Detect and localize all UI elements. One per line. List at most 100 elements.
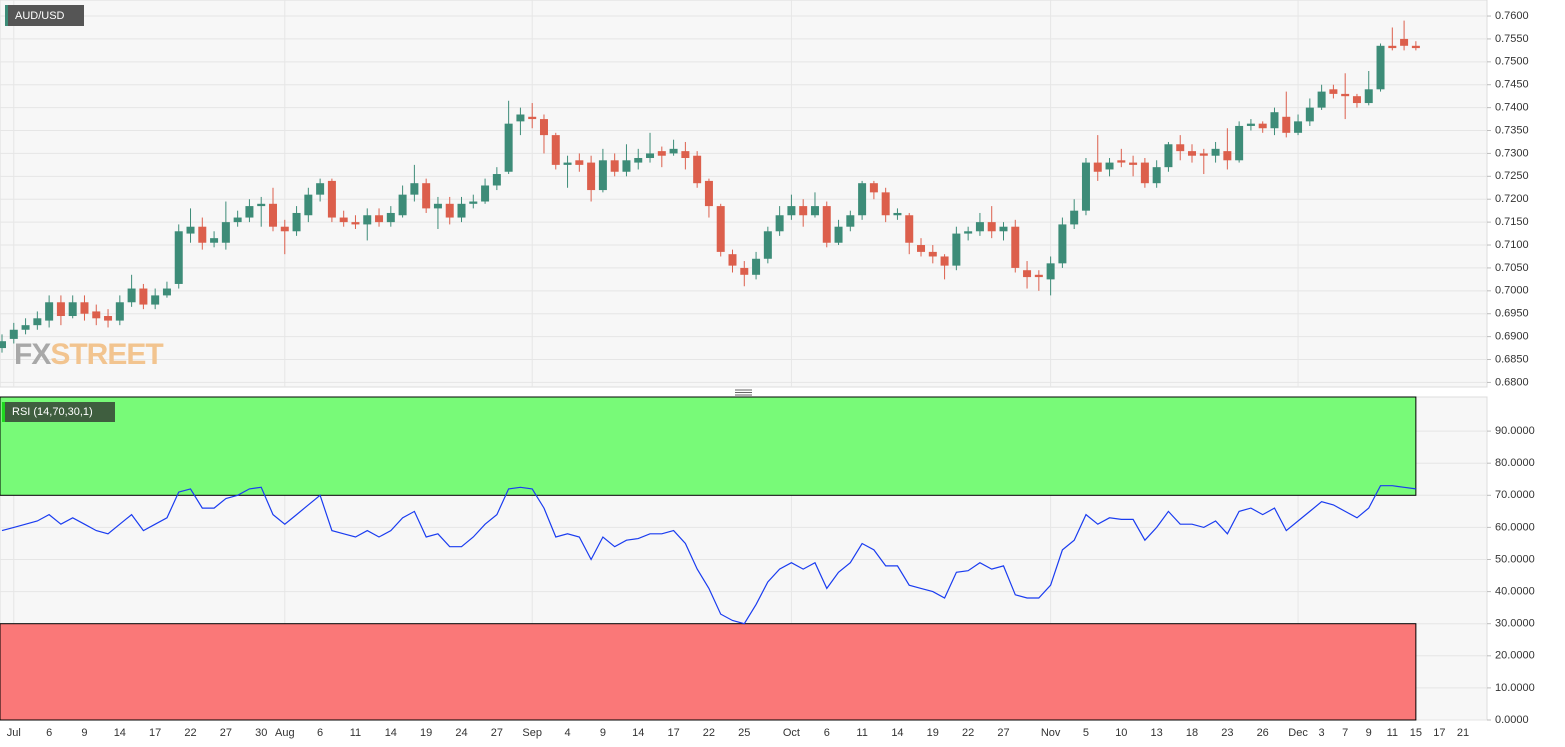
candle-body xyxy=(1199,153,1208,156)
candle-body xyxy=(964,231,973,234)
candle-body xyxy=(504,123,513,172)
candle-body xyxy=(728,254,737,266)
y-tick-label: 0.7450 xyxy=(1495,79,1529,91)
watermark: FXSTREET xyxy=(14,338,163,371)
candle-body xyxy=(1388,45,1397,49)
y-tick-label: 80.0000 xyxy=(1495,457,1535,469)
y-tick-label: 0.7600 xyxy=(1495,10,1529,22)
candle-body xyxy=(587,162,596,191)
candle-body xyxy=(139,288,148,305)
candle-body xyxy=(1223,151,1232,161)
candle-body xyxy=(1046,263,1055,280)
candle-body xyxy=(410,183,419,195)
candle-body xyxy=(327,180,336,218)
candle-body xyxy=(398,194,407,216)
candle-body xyxy=(987,222,996,232)
candle-body xyxy=(151,295,160,305)
candle-body xyxy=(905,215,914,243)
candle-body xyxy=(681,151,690,159)
candle-body xyxy=(799,206,808,216)
price-panel xyxy=(0,0,1488,388)
candle-body xyxy=(1258,123,1267,129)
candle-body xyxy=(669,148,678,154)
x-tick-label: 9 xyxy=(600,727,606,739)
candle-body xyxy=(1305,107,1314,122)
x-tick-label: Oct xyxy=(783,727,800,739)
candle-body xyxy=(917,245,926,252)
watermark-fx: FX xyxy=(14,338,51,371)
candle-body xyxy=(292,212,301,232)
candle-body xyxy=(1140,162,1149,184)
candle-body xyxy=(304,194,313,216)
candle-body xyxy=(1400,38,1409,46)
candle-body xyxy=(563,162,572,165)
x-tick-label: Jul xyxy=(7,727,21,739)
candle-body xyxy=(1034,274,1043,278)
candle-body xyxy=(1246,123,1255,126)
y-tick-label: 60.0000 xyxy=(1495,521,1535,533)
candle-body xyxy=(1070,210,1079,225)
candle-body xyxy=(1129,162,1138,165)
x-tick-label: 24 xyxy=(455,727,467,739)
y-tick-label: 0.6900 xyxy=(1495,331,1529,343)
candle-body xyxy=(1294,121,1303,133)
x-tick-label: 27 xyxy=(997,727,1009,739)
candle-body xyxy=(104,316,113,321)
x-tick-label: 25 xyxy=(738,727,750,739)
candle-body xyxy=(422,183,431,209)
candle-body xyxy=(598,160,607,191)
candle-body xyxy=(280,226,289,232)
candle-body xyxy=(233,217,242,223)
candle-body xyxy=(1376,45,1385,90)
y-tick-label: 0.7200 xyxy=(1495,193,1529,205)
candle-body xyxy=(1105,162,1114,170)
candle-body xyxy=(952,233,961,266)
candle-body xyxy=(33,318,42,326)
candle-body xyxy=(1329,89,1338,94)
candle-body xyxy=(481,185,490,202)
candle-body xyxy=(1282,116,1291,133)
candle-body xyxy=(127,288,136,303)
candle-body xyxy=(268,203,277,227)
candle-body xyxy=(846,215,855,227)
candle-body xyxy=(634,158,643,163)
x-tick-label: 21 xyxy=(1457,727,1469,739)
y-tick-label: 0.7350 xyxy=(1495,124,1529,136)
x-tick-label: 27 xyxy=(491,727,503,739)
x-tick-label: 11 xyxy=(350,727,361,739)
y-tick-label: 50.0000 xyxy=(1495,553,1535,565)
candle-body xyxy=(822,206,831,243)
y-tick-label: 30.0000 xyxy=(1495,618,1535,630)
panel-resize-handle[interactable] xyxy=(735,389,752,396)
candle-body xyxy=(1023,270,1032,278)
candle-body xyxy=(1341,93,1350,97)
candle-body xyxy=(1058,224,1067,264)
y-tick-label: 0.7150 xyxy=(1495,216,1529,228)
y-tick-label: 0.7050 xyxy=(1495,262,1529,274)
x-tick-label: 26 xyxy=(1257,727,1269,739)
x-tick-label: 22 xyxy=(703,727,715,739)
candle-body xyxy=(940,256,949,266)
candle-body xyxy=(1011,226,1020,268)
candle-body xyxy=(316,183,325,195)
candle-body xyxy=(21,325,30,330)
candle-body xyxy=(68,302,77,317)
candle-body xyxy=(999,226,1008,232)
y-tick-label: 0.7000 xyxy=(1495,285,1529,297)
x-tick-label: 14 xyxy=(891,727,903,739)
oversold-zone xyxy=(0,623,1417,721)
x-tick-label: 11 xyxy=(1387,727,1398,739)
x-tick-label: Sep xyxy=(522,727,542,739)
candle-body xyxy=(869,183,878,193)
x-tick-label: 19 xyxy=(420,727,432,739)
x-tick-label: 14 xyxy=(632,727,644,739)
candle-body xyxy=(740,267,749,275)
candle-body xyxy=(162,288,171,296)
candle-body xyxy=(0,341,6,349)
symbol-badge-stripe xyxy=(5,5,8,26)
x-tick-label: 6 xyxy=(317,727,323,739)
candle-body xyxy=(433,203,442,209)
candle-body xyxy=(375,215,384,223)
symbol-title: AUD/USD xyxy=(15,10,65,22)
